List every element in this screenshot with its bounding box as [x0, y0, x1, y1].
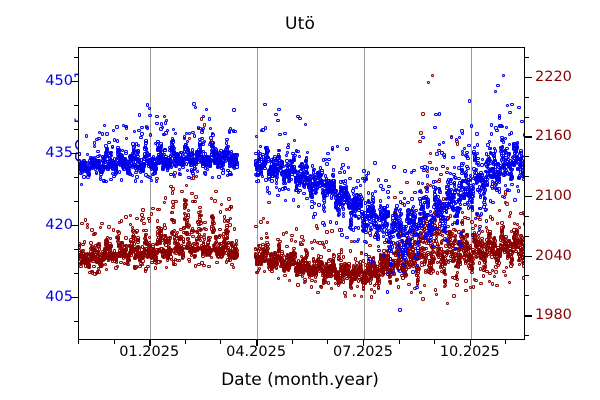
x-tick-minor	[291, 340, 293, 344]
x-tick-label: 01.2025	[94, 344, 204, 360]
y-tick-label-ch4: 2100	[535, 188, 600, 204]
x-tick-mark	[149, 340, 151, 346]
x-tick-label: 07.2025	[308, 344, 418, 360]
y-tick-minor-co2	[74, 248, 78, 250]
y-tick-mark-ch4	[525, 76, 532, 79]
x-tick-label: 10.2025	[415, 344, 525, 360]
y-tick-label-ch4: 1980	[535, 307, 600, 323]
x-axis-label: Date (month.year)	[0, 370, 600, 390]
y-tick-label-co2: 450	[13, 73, 73, 89]
y-tick-label-co2: 435	[13, 145, 73, 161]
x-tick-minor	[78, 340, 79, 344]
y-tick-mark-ch4	[525, 255, 532, 258]
x-tick-mark	[362, 340, 365, 346]
y-tick-minor-ch4	[525, 335, 529, 337]
y-tick-label-ch4: 2160	[535, 128, 600, 144]
y-tick-minor-co2	[74, 128, 78, 130]
y-tick-mark-co2	[71, 296, 78, 299]
y-tick-minor-ch4	[525, 176, 529, 178]
y-tick-minor-co2	[74, 272, 78, 274]
y-tick-mark-co2	[71, 80, 78, 83]
y-tick-minor-co2	[74, 56, 78, 58]
y-tick-label-ch4: 2040	[535, 248, 600, 264]
x-tick-minor	[113, 340, 115, 344]
x-tick-minor	[434, 340, 436, 344]
y-tick-label-co2: 405	[13, 289, 73, 305]
y-tick-minor-ch4	[525, 96, 529, 98]
y-tick-minor-ch4	[525, 56, 529, 58]
x-tick-mark	[469, 340, 472, 346]
y-tick-minor-ch4	[525, 215, 529, 217]
gridline-vertical	[150, 48, 152, 339]
y-tick-minor-ch4	[525, 116, 529, 118]
x-tick-minor	[220, 340, 222, 344]
x-tick-minor	[505, 340, 507, 344]
x-tick-mark	[256, 340, 258, 346]
x-tick-minor	[184, 340, 186, 344]
y-tick-mark-co2	[71, 224, 78, 227]
gridline-vertical	[257, 48, 259, 339]
y-tick-minor-co2	[74, 320, 78, 322]
gridline-vertical	[363, 48, 365, 339]
x-tick-minor	[398, 340, 400, 344]
plot-area	[78, 47, 525, 340]
y-tick-label-co2: 420	[13, 217, 73, 233]
y-tick-minor-ch4	[525, 295, 529, 297]
chart-title: Utö	[0, 14, 600, 34]
y-tick-minor-ch4	[525, 235, 529, 237]
y-tick-mark-ch4	[525, 315, 532, 317]
y-tick-minor-co2	[74, 176, 78, 178]
y-tick-minor-ch4	[525, 156, 529, 158]
y-tick-label-ch4: 2220	[535, 69, 600, 85]
y-tick-mark-ch4	[525, 136, 532, 138]
x-tick-minor	[327, 340, 329, 344]
x-tick-label: 04.2025	[201, 344, 311, 360]
y-tick-mark-ch4	[525, 195, 532, 198]
y-tick-mark-co2	[71, 152, 78, 155]
y-tick-minor-co2	[74, 104, 78, 106]
y-tick-minor-co2	[74, 200, 78, 202]
y-tick-minor-ch4	[525, 275, 529, 277]
